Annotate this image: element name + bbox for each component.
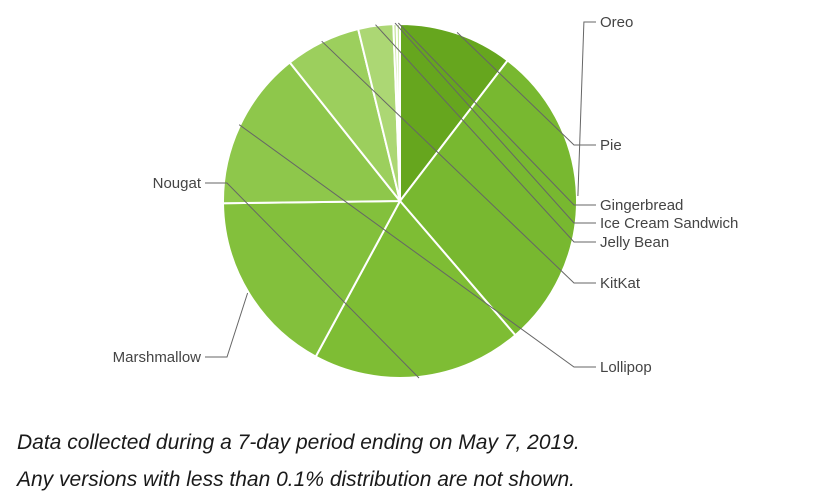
slice-label-jelly-bean: Jelly Bean <box>600 234 669 251</box>
slice-label-marshmallow: Marshmallow <box>113 349 202 366</box>
slice-label-gingerbread: Gingerbread <box>600 197 683 214</box>
leader-line-gingerbread <box>397 22 596 206</box>
pie-slice-oreo <box>399 59 578 337</box>
slice-label-lollipop: Lollipop <box>600 359 652 376</box>
caption-date-note: Data collected during a 7-day period end… <box>17 431 580 454</box>
slice-labels: Pie Oreo Nougat Marshmallow Lollipop KitKat Je… <box>113 14 739 376</box>
slice-label-kitkat: KitKat <box>600 275 641 292</box>
leader-line-lollipop <box>238 124 596 368</box>
pie-slice-gingerbread <box>395 22 401 202</box>
leader-lines <box>205 21 596 379</box>
slice-label-oreo: Oreo <box>600 14 633 31</box>
pie-slices <box>222 22 578 379</box>
leader-line-pie <box>456 32 596 146</box>
pie-slice-marshmallow <box>222 200 401 358</box>
caption-threshold-note: Any versions with less than 0.1% distrib… <box>17 468 575 491</box>
leader-line-nougat <box>205 182 420 379</box>
pie-slice-nougat <box>314 200 517 379</box>
pie-chart: Pie Oreo Nougat Marshmallow Lollipop KitKat Je… <box>113 14 739 379</box>
leader-line-kitkat <box>321 40 596 284</box>
slice-label-nougat: Nougat <box>153 175 202 192</box>
slice-label-ice-cream-sandwich: Ice Cream Sandwich <box>600 215 738 232</box>
slice-label-pie: Pie <box>600 137 622 154</box>
pie-slice-pie <box>399 23 509 202</box>
leader-line-jelly-bean <box>375 24 596 243</box>
leader-line-marshmallow <box>205 292 249 358</box>
leader-line-ice-cream-sandwich <box>394 22 596 224</box>
leader-line-oreo <box>577 21 596 197</box>
